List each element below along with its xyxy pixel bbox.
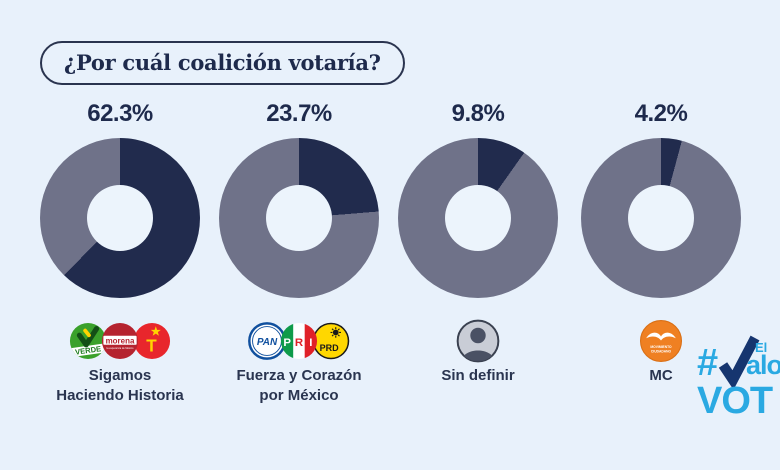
coalition-label-line1: Fuerza y Corazón (236, 367, 362, 384)
donut-chart (40, 138, 200, 298)
coalition-column-sin-definir: 9.8% Sin definir (388, 100, 568, 386)
coalition-column-mc: 4.2% MOVIMIENTO CIUDADANO MC (571, 100, 751, 386)
percent-label: 23.7% (266, 100, 332, 127)
pt-party-logo-icon: T (133, 322, 171, 360)
morena-party-logo-icon: morena la esperanza de México (101, 322, 139, 360)
coalition-label: Sin definir (388, 366, 568, 386)
coalition-label-line1: Sigamos (88, 367, 152, 384)
party-logo-group: MOVIMIENTO CIUDADANO (571, 318, 751, 364)
coalition-column-fuerza: 23.7% PAN P R (209, 100, 389, 406)
donut-chart (219, 138, 379, 298)
mc-party-logo-icon: MOVIMIENTO CIUDADANO (639, 319, 683, 363)
party-logo-group (388, 318, 568, 364)
hashtag-glyph: # (697, 342, 718, 384)
pri-party-logo-icon: P R I (280, 322, 318, 360)
svg-text:CIUDADANO: CIUDADANO (651, 350, 672, 354)
party-logo-group: PAN P R I (209, 318, 389, 364)
page-title: ¿Por cuál coalición votaría? (40, 41, 405, 85)
coalition-column-sigamos: 62.3% VERDE morena (30, 100, 210, 406)
brand-vot-text: VOT (697, 380, 773, 422)
percent-label: 62.3% (87, 100, 153, 127)
svg-text:R: R (295, 337, 303, 349)
checkmark-icon (718, 334, 760, 393)
prd-party-logo-icon: PRD (312, 322, 350, 360)
percent-label: 9.8% (451, 100, 505, 127)
coalition-label-line1: Sin definir (441, 367, 515, 384)
brand-alor-text: alor (746, 350, 780, 380)
svg-text:PAN: PAN (257, 337, 278, 348)
percent-label: 4.2% (634, 100, 688, 127)
svg-text:PRD: PRD (320, 343, 340, 353)
party-logo-group: VERDE morena la esperanza de México (30, 318, 210, 364)
svg-text:morena: morena (106, 336, 135, 345)
coalition-label: MC (571, 366, 751, 386)
undecided-person-avatar-icon (456, 319, 500, 363)
svg-text:MOVIMIENTO: MOVIMIENTO (650, 345, 672, 349)
pan-party-logo-icon: PAN (248, 322, 286, 360)
svg-text:P: P (283, 337, 291, 349)
verde-party-logo-icon: VERDE (69, 322, 107, 360)
coalition-label-line2: Haciendo Historia (56, 387, 184, 404)
brand-el-text: El (755, 340, 768, 355)
svg-text:T: T (146, 336, 157, 355)
donut-chart (398, 138, 558, 298)
svg-text:VERDE: VERDE (75, 344, 102, 357)
svg-text:I: I (309, 337, 312, 349)
el-valor-del-voto-brand-logo: # El alor VOT (697, 335, 780, 422)
coalition-label: Sigamos Haciendo Historia (30, 366, 210, 406)
coalition-label: Fuerza y Corazón por México (209, 366, 389, 406)
donut-chart (581, 138, 741, 298)
coalition-label-line1: MC (649, 367, 673, 384)
svg-text:la esperanza de México: la esperanza de México (107, 346, 134, 350)
coalition-label-line2: por México (259, 387, 339, 404)
